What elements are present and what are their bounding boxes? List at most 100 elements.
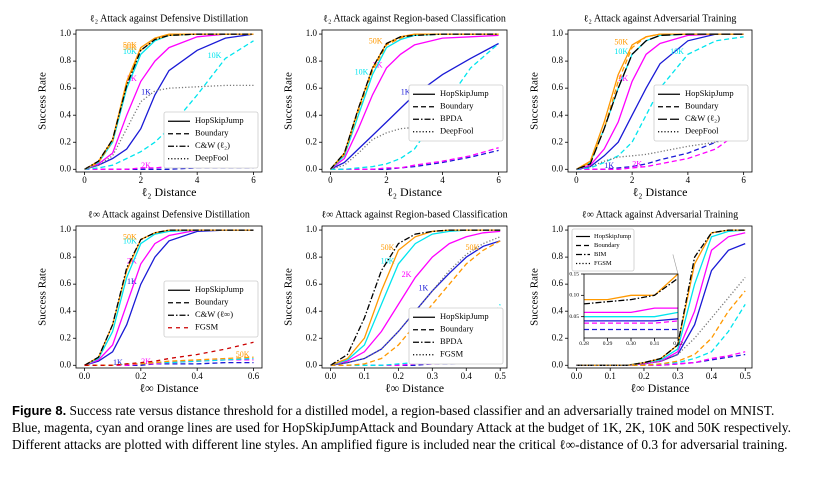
caption: Figure 8. Success rate versus distance t…: [12, 402, 804, 453]
chart-title: ℓ₂ Attack against Defensive Distillation: [90, 13, 248, 24]
plot-area: [584, 274, 678, 338]
y-tick-label: 0.15: [569, 271, 579, 277]
x-tick-label: 0.4: [706, 371, 718, 381]
y-axis-label: Success Rate: [37, 72, 49, 130]
y-tick-label: 0.6: [60, 82, 72, 92]
budget-label: 2K: [127, 74, 137, 83]
x-tick-label: 2: [139, 175, 144, 185]
y-tick-label: 0.8: [306, 55, 318, 65]
y-tick-label: 0.2: [306, 136, 317, 146]
budget-label: 10K: [670, 47, 684, 56]
budget-label: 2K: [127, 257, 137, 266]
budget-label: 10K: [123, 236, 137, 245]
series-line: [84, 229, 254, 366]
x-tick-label: 4: [686, 175, 691, 185]
series-line: [584, 318, 679, 322]
budget-label: 50K: [236, 350, 250, 359]
series-line: [584, 311, 679, 318]
x-axis-label: ℓ₂ Distance: [387, 185, 442, 199]
y-tick-label: 0.2: [552, 136, 563, 146]
axes-frame: [567, 225, 753, 369]
axes-frame: [583, 273, 679, 339]
budget-label: 2K: [141, 161, 151, 170]
budget-label: 50K: [614, 38, 628, 47]
chart-title: ℓ∞ Attack against Region-based Classific…: [321, 209, 507, 220]
x-axis-label: ℓ₂ Distance: [633, 185, 688, 199]
budget-label: 2K: [402, 270, 412, 279]
series-line: [576, 36, 744, 170]
y-tick-label: 0.05: [569, 314, 579, 320]
x-tick-label: 6: [251, 175, 256, 185]
legend-box: [653, 84, 749, 142]
budget-label: 1K: [113, 358, 123, 367]
legend-label: HopSkipJump: [594, 233, 631, 240]
y-tick-label: 0.6: [306, 278, 318, 288]
series-line: [583, 277, 679, 305]
series-line: [576, 33, 744, 170]
x-tick-label: 0.3: [672, 371, 684, 381]
series-line: [330, 229, 501, 366]
legend-label: DeepFool: [685, 126, 719, 136]
y-tick-label: 0.4: [60, 109, 72, 119]
legend-label: Boundary: [195, 297, 229, 307]
budget-label: 2K: [618, 74, 628, 83]
budget-label: 50K: [123, 40, 137, 49]
x-tick-label: 6: [741, 175, 746, 185]
figure: 0 2 4 60.00.20.40.60.81.01K2K10K50K2K10K50K…: [37, 13, 753, 395]
y-tick-label: 0.0: [306, 359, 318, 369]
y-axis-label: Success Rate: [529, 268, 541, 326]
x-axis-label: ℓ∞ Distance: [139, 381, 198, 395]
legend-label: HopSkipJump: [195, 284, 244, 294]
x-tick-label: 6: [496, 175, 501, 185]
series-line: [84, 40, 254, 170]
legend-label: FGSM: [195, 322, 219, 332]
y-tick-label: 0.4: [60, 305, 72, 315]
legend-label: DeepFool: [440, 126, 474, 136]
legend-label: DeepFool: [195, 153, 229, 163]
y-tick-label: 1.0: [60, 224, 72, 234]
y-tick-label: 0.4: [552, 109, 564, 119]
x-tick-label: 0.4: [192, 371, 204, 381]
x-tick-label: 2: [630, 175, 635, 185]
x-tick-label: 0.0: [79, 371, 91, 381]
budget-label: 10K: [123, 47, 137, 56]
y-tick-label: 0.2: [60, 332, 71, 342]
y-tick-label: 0.2: [60, 136, 71, 146]
budget-label: 1K: [401, 88, 411, 97]
series-line: [576, 33, 744, 170]
legend-label: HopSkipJump: [440, 88, 489, 98]
legend-label: HopSkipJump: [195, 115, 244, 125]
legend-label: HopSkipJump: [440, 311, 489, 321]
legend-label: BPDA: [440, 113, 464, 123]
y-axis-label: Success Rate: [37, 268, 49, 326]
legend-box: [163, 111, 259, 169]
series-line: [584, 273, 679, 301]
y-axis-label: Success Rate: [283, 72, 295, 130]
x-tick-label: 0.31: [650, 341, 660, 347]
x-tick-label: 0: [328, 175, 333, 185]
inset-pointer: [672, 254, 679, 275]
legend-label: FGSM: [440, 349, 464, 359]
axes-frame: [321, 225, 508, 369]
legend-label: Boundary: [685, 101, 719, 111]
x-tick-label: 0.28: [579, 341, 589, 347]
x-tick-label: 0.30: [626, 341, 636, 347]
legend-label: C&W (ℓ₂): [685, 113, 720, 123]
x-tick-label: 0.32: [673, 341, 683, 347]
x-axis-label: ℓ∞ Distance: [385, 381, 444, 395]
y-tick-label: 1.0: [552, 224, 564, 234]
y-tick-label: 0.6: [552, 82, 564, 92]
axes-frame: [567, 29, 753, 173]
legend-label: Boundary: [195, 128, 229, 138]
x-tick-label: 0: [574, 175, 579, 185]
budget-label: 1K: [604, 161, 614, 170]
series-line: [84, 33, 254, 170]
y-tick-label: 0.8: [306, 251, 318, 261]
x-tick-label: 4: [440, 175, 445, 185]
budget-label: 10K: [614, 47, 628, 56]
series-line: [84, 33, 254, 170]
y-tick-label: 0.8: [60, 55, 72, 65]
legend-label: Boundary: [440, 101, 474, 111]
budget-label: 50K: [465, 243, 479, 252]
y-tick-label: 1.0: [552, 28, 564, 38]
